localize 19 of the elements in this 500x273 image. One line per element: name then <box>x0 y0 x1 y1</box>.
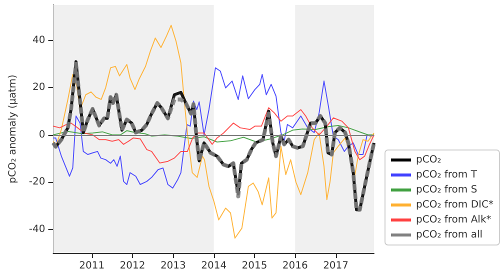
x-tick-label: 2011 <box>79 260 105 272</box>
x-tick-label: 2013 <box>160 260 186 272</box>
legend-label: pCO₂ from all <box>416 230 483 240</box>
legend-label: pCO₂ from DIC* <box>416 200 494 210</box>
x-tick-label: 2017 <box>323 260 349 272</box>
x-tick-label: 2014 <box>201 260 227 272</box>
x-tick-label: 2012 <box>120 260 146 272</box>
y-axis-title: pCO₂ anomaly (μatm) <box>8 74 18 184</box>
legend-label: pCO₂ from S <box>416 184 478 196</box>
legend-label: pCO₂ from T <box>416 170 478 180</box>
y-tick-label: 40 <box>32 34 46 46</box>
y-tick-label: -40 <box>28 224 46 235</box>
legend-label: pCO₂ from Alk* <box>416 214 492 226</box>
x-tick-label: 2015 <box>242 260 268 272</box>
x-tick-label: 2016 <box>282 260 308 272</box>
y-tick-label: -20 <box>28 176 46 188</box>
y-tick-label: 20 <box>32 82 46 94</box>
y-tick-label: 0 <box>38 129 46 140</box>
legend-label: pCO₂ <box>416 154 442 166</box>
